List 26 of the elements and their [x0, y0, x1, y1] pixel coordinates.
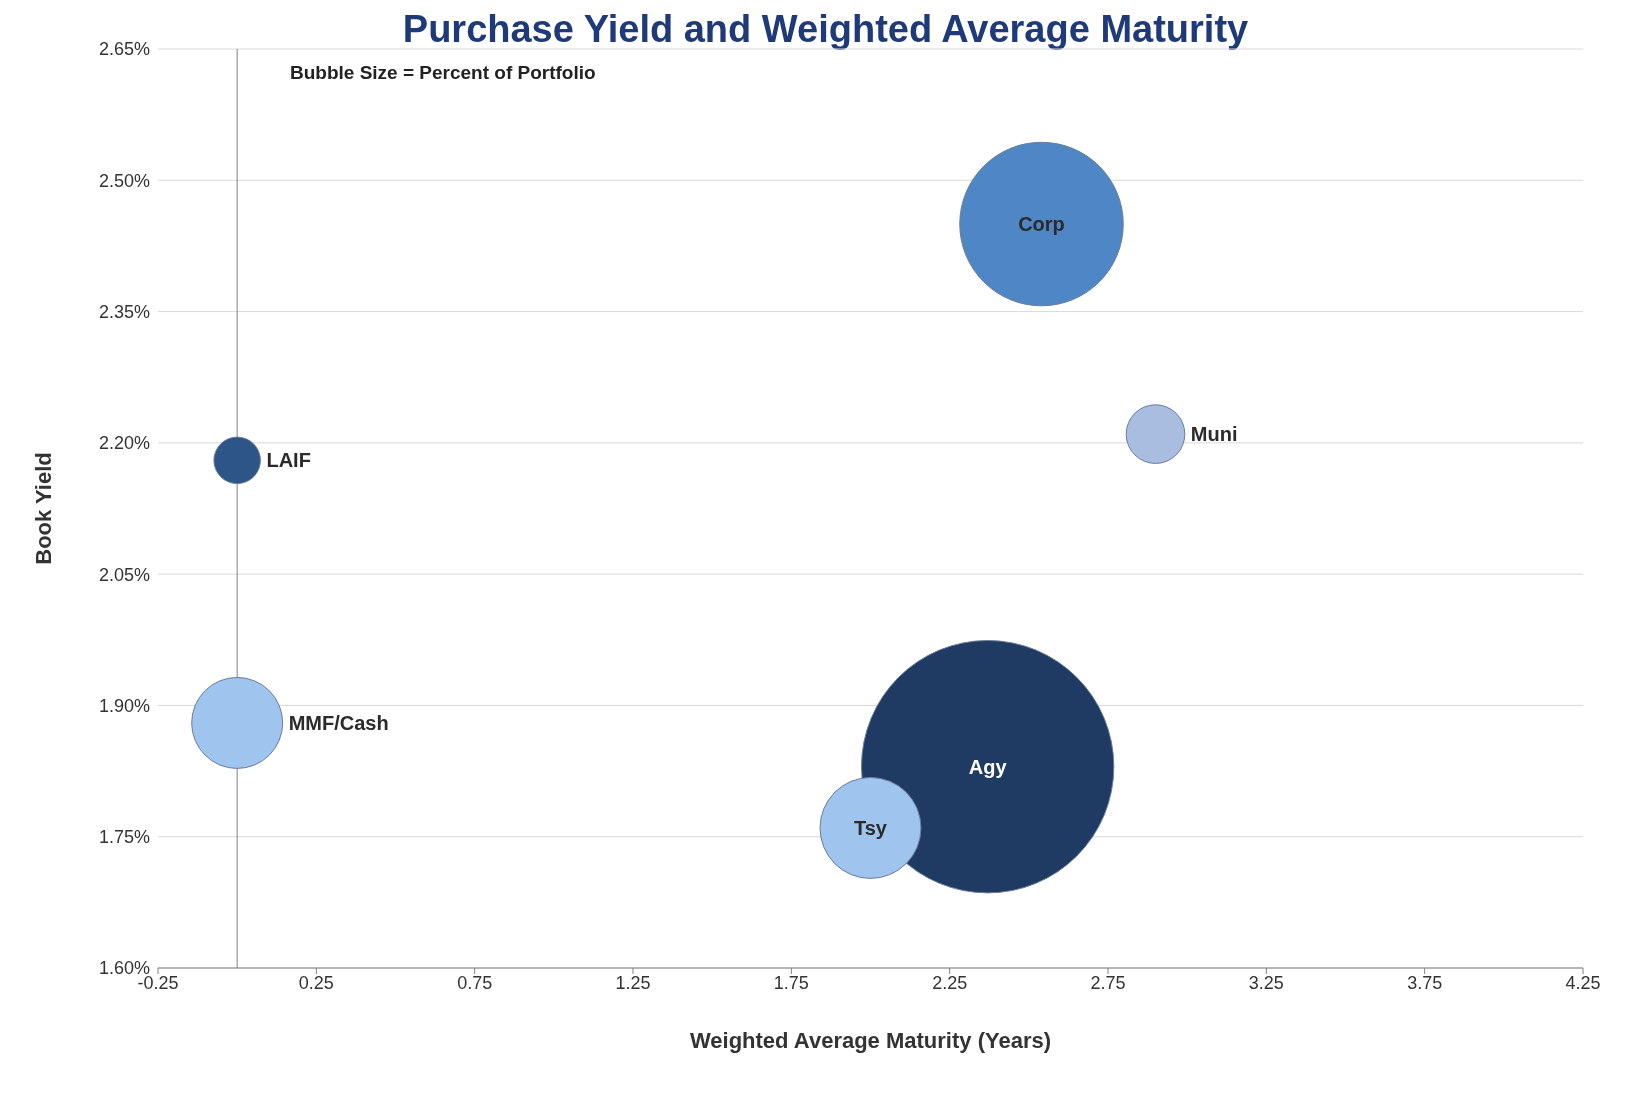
series-label: Tsy	[854, 817, 888, 840]
x-tick-label: 3.75	[1407, 972, 1443, 993]
y-tick-label: 2.65%	[98, 39, 150, 60]
x-tick-label: 2.25	[932, 972, 968, 993]
y-tick-label: 2.35%	[98, 301, 150, 322]
annotation: Bubble Size = Percent of Portfolio	[290, 62, 596, 84]
x-tick-label: 0.25	[298, 972, 334, 993]
x-tick-label: 1.75	[773, 972, 809, 993]
x-tick-label: 4.25	[1565, 972, 1601, 993]
x-axis-title: Weighted Average Maturity (Years)	[689, 1028, 1052, 1053]
series-label: LAIF	[266, 449, 311, 472]
y-tick-label: 2.50%	[98, 170, 150, 191]
series-label: MMF/Cash	[288, 712, 389, 735]
y-tick-label: 1.75%	[98, 827, 150, 848]
x-tick-label: 3.25	[1248, 972, 1284, 993]
y-axis-title: Book Yield	[30, 452, 56, 565]
y-tick-label: 2.20%	[98, 433, 150, 454]
series-label: Muni	[1190, 423, 1238, 446]
series-label: Agy	[968, 755, 1008, 778]
series-label: Corp	[1018, 213, 1065, 236]
chart-title: Purchase Yield and Weighted Average Maturity	[402, 8, 1249, 50]
x-tick-label: 1.25	[615, 972, 651, 993]
x-tick-label: 2.75	[1090, 972, 1126, 993]
y-tick-label: 2.05%	[98, 564, 150, 585]
x-tick-label: 0.75	[457, 972, 493, 993]
y-tick-label: 1.90%	[98, 695, 150, 716]
